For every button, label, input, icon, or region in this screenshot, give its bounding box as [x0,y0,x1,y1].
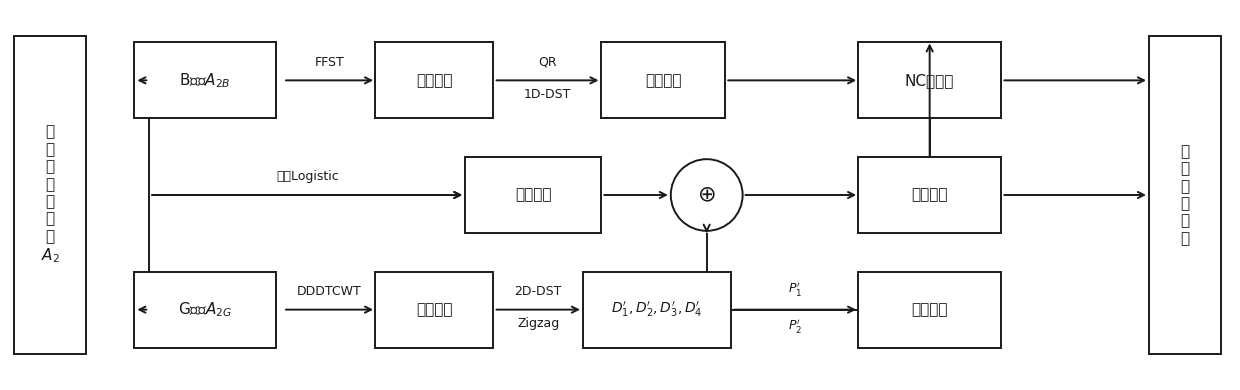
Text: $\oplus$: $\oplus$ [697,185,715,205]
Text: 解密水印: 解密水印 [911,188,947,202]
Text: 分段Logistic: 分段Logistic [275,170,339,183]
Bar [858,43,1001,118]
Bar [858,272,1001,347]
Bar [583,272,732,347]
Text: 待
检
测
彩
色
图
像
$A_2$: 待 检 测 彩 色 图 像 $A_2$ [41,124,60,266]
Text: G分量$A_{2G}$: G分量$A_{2G}$ [179,300,232,319]
Bar [376,272,494,347]
Bar [1149,35,1220,355]
Text: 水印提取: 水印提取 [911,302,947,317]
Bar [15,35,86,355]
Text: $D_1',D_2',D_3',D_4'$: $D_1',D_2',D_3',D_4'$ [611,300,703,319]
Bar [601,43,725,118]
Text: NC値比较: NC値比较 [905,73,955,88]
Bar [465,157,601,233]
Text: 2D-DST: 2D-DST [515,285,562,298]
Bar [858,157,1001,233]
Bar [134,43,277,118]
Text: 低频子带: 低频子带 [415,73,453,88]
Bar [376,43,494,118]
Text: 二値序列: 二値序列 [515,188,552,202]
Text: 特征水印: 特征水印 [645,73,682,88]
Text: DDDTCWT: DDDTCWT [298,285,362,298]
Text: QR: QR [538,56,557,69]
Text: B分量$A_{2B}$: B分量$A_{2B}$ [180,71,231,90]
Text: $P_1'$: $P_1'$ [789,280,802,298]
Text: 图
像
版
权
鉴
别: 图 像 版 权 鉴 别 [1180,144,1189,246]
Text: $P_2'$: $P_2'$ [789,317,802,335]
Text: 1D-DST: 1D-DST [523,88,572,101]
Bar [134,272,277,347]
Text: Zigzag: Zigzag [517,317,559,330]
Text: 低频子带: 低频子带 [415,302,453,317]
Text: FFST: FFST [315,56,345,69]
